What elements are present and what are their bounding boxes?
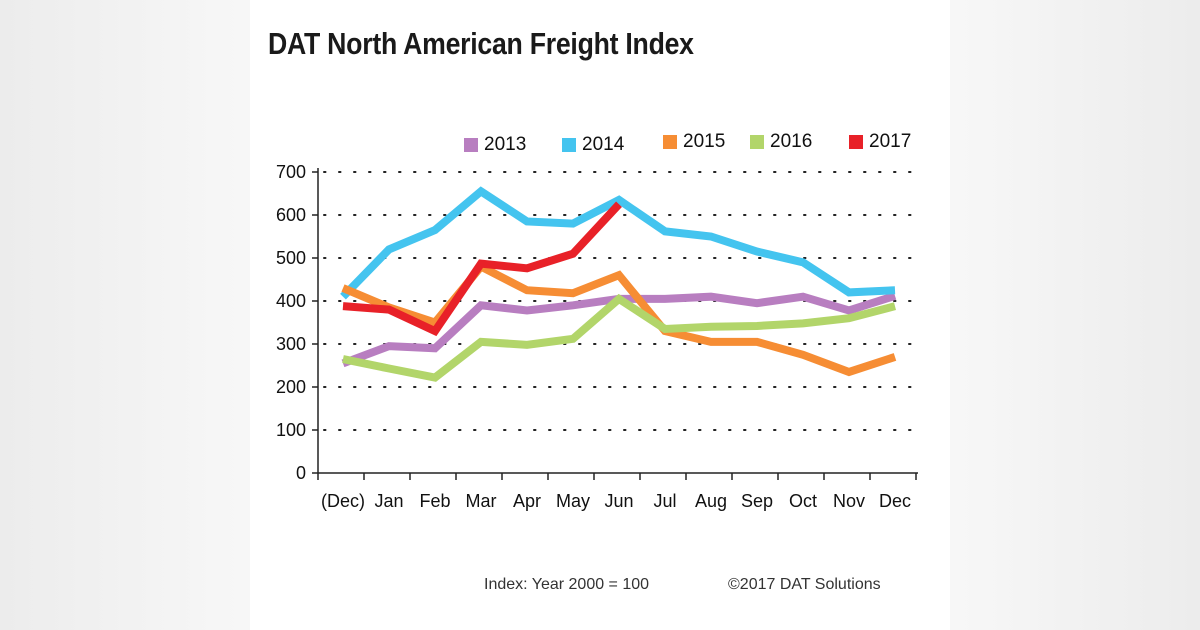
- y-tick-label: 400: [276, 291, 306, 311]
- x-tick-label: (Dec): [321, 491, 365, 511]
- x-tick-label: Apr: [513, 491, 541, 511]
- legend-swatch: [562, 138, 576, 152]
- x-tick-label: Dec: [879, 491, 911, 511]
- x-tick-label: Feb: [419, 491, 450, 511]
- legend-swatch: [750, 135, 764, 149]
- copyright: ©2017 DAT Solutions: [728, 576, 881, 593]
- legend-item-2014: 2014: [562, 134, 624, 156]
- chart-title: DAT North American Freight Index: [268, 26, 694, 61]
- index-note: Index: Year 2000 = 100: [484, 576, 650, 593]
- x-tick-label: Jan: [374, 491, 403, 511]
- legend-swatch: [663, 135, 677, 149]
- series-line-2014: [340, 186, 896, 300]
- x-tick-label: Oct: [789, 491, 817, 511]
- y-tick-label: 600: [276, 205, 306, 225]
- legend-swatch: [464, 138, 478, 152]
- legend-item-2015: 2015: [663, 131, 725, 153]
- legend-label: 2016: [770, 131, 813, 152]
- series-line-2015: [341, 261, 897, 377]
- x-tick-label: Jul: [653, 491, 676, 511]
- legend-label: 2013: [484, 134, 527, 155]
- legend-item-2017: 2017: [849, 131, 911, 153]
- y-tick-label: 0: [296, 463, 306, 483]
- x-tick-label: Nov: [833, 491, 865, 511]
- x-tick-label: Jun: [604, 491, 633, 511]
- x-tick-label: Aug: [695, 491, 727, 511]
- y-tick-label: 500: [276, 248, 306, 268]
- x-tick-label: May: [556, 491, 590, 511]
- x-tick-label: Mar: [466, 491, 497, 511]
- series-line-2017: [342, 201, 622, 337]
- legend-label: 2017: [869, 131, 912, 152]
- legend-label: 2014: [582, 134, 625, 155]
- y-tick-label: 100: [276, 420, 306, 440]
- legend-item-2013: 2013: [464, 134, 526, 156]
- legend-label: 2015: [683, 131, 726, 152]
- y-tick-label: 300: [276, 334, 306, 354]
- legend-item-2016: 2016: [750, 131, 812, 153]
- y-tick-label: 700: [276, 162, 306, 182]
- x-tick-label: Sep: [741, 491, 773, 511]
- series-line-2016: [342, 293, 897, 382]
- legend-swatch: [849, 135, 863, 149]
- y-tick-label: 200: [276, 377, 306, 397]
